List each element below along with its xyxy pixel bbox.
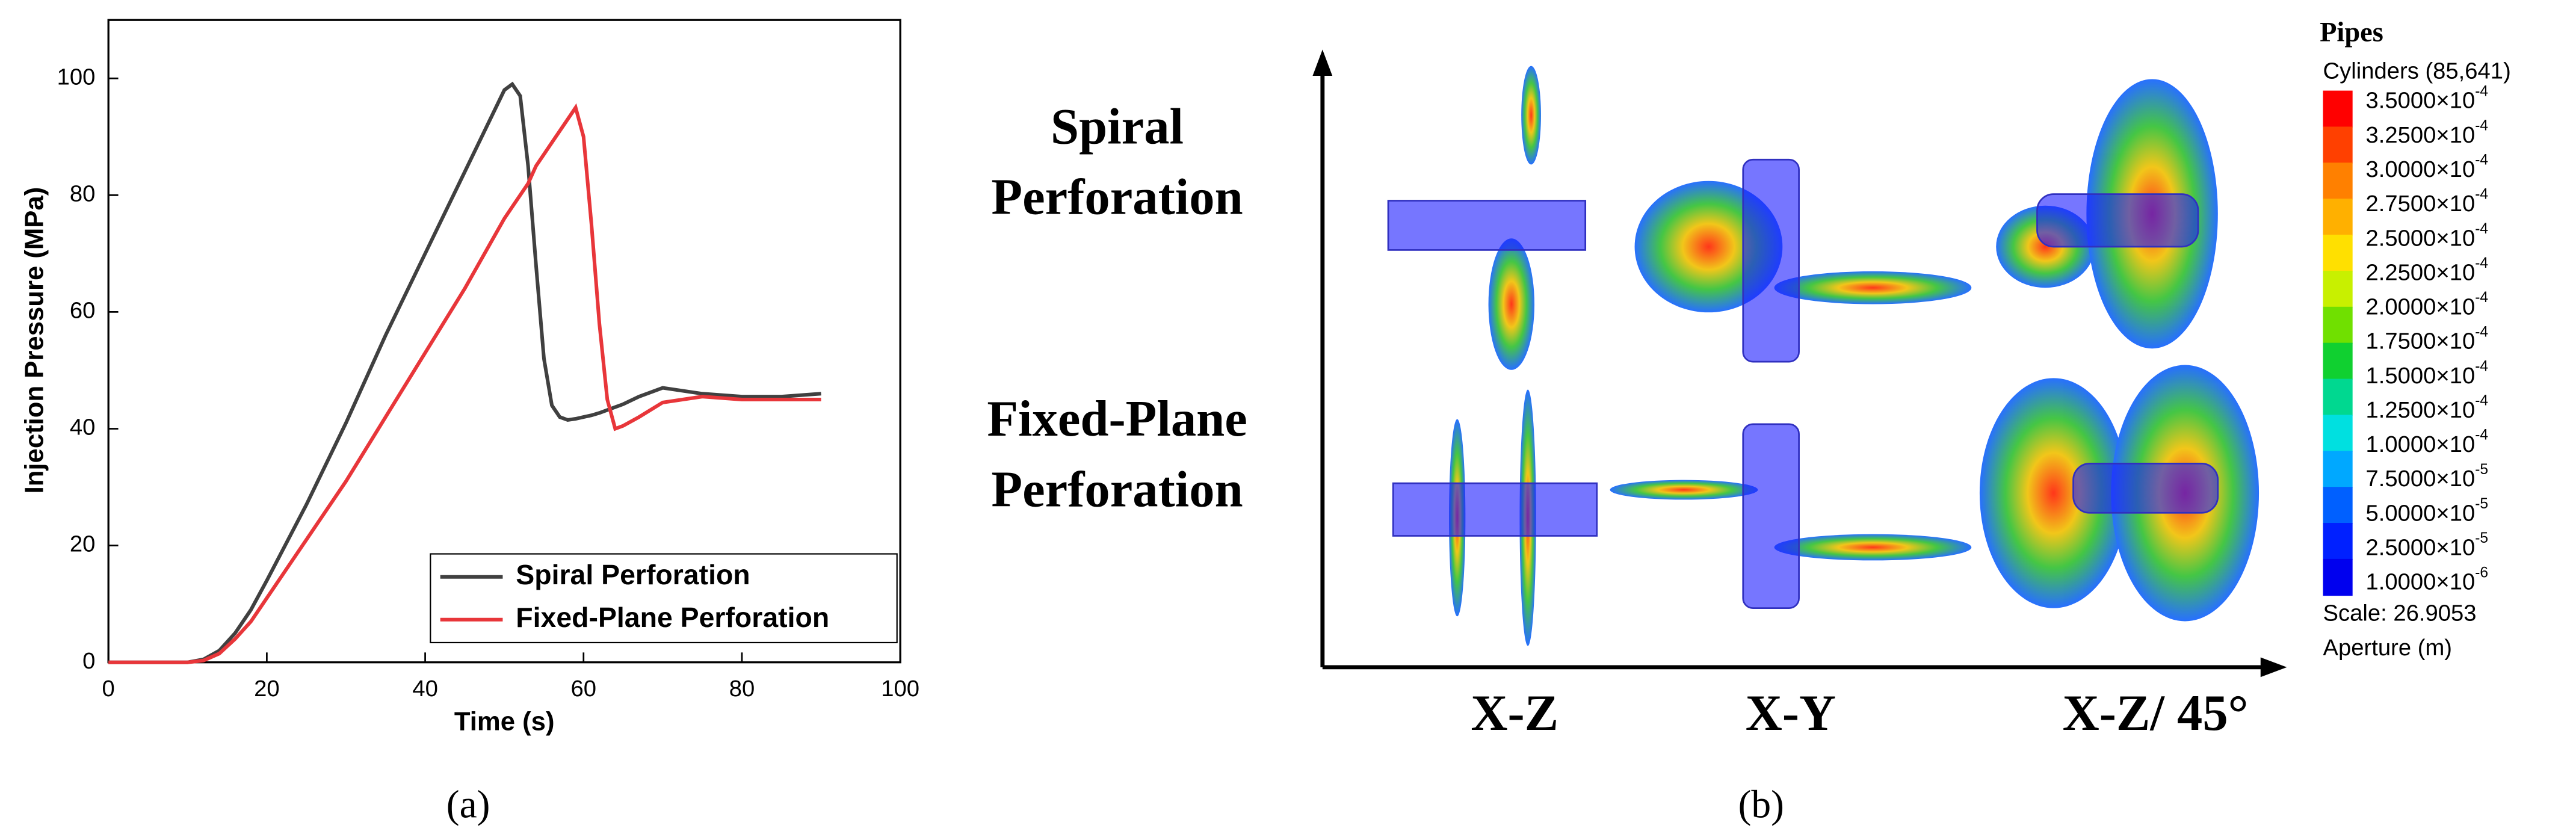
label-base: 2.5000×10 xyxy=(2366,535,2476,561)
colorbar-band xyxy=(2323,487,2353,524)
colorbar-label: 1.7500×10-4 xyxy=(2366,324,2489,354)
label-base: 1.5000×10 xyxy=(2366,363,2476,389)
label-exponent: -4 xyxy=(2475,84,2488,100)
colorbar-band xyxy=(2323,235,2353,272)
legend-title: Pipes xyxy=(2320,17,2383,48)
label-exponent: -4 xyxy=(2475,324,2488,341)
colorbar-label: 2.2500×10-4 xyxy=(2366,256,2489,286)
label-base: 1.0000×10 xyxy=(2366,431,2476,457)
colorbar-band xyxy=(2323,270,2353,308)
x-tick-label: 60 xyxy=(571,676,597,702)
arrow-head xyxy=(1312,49,1333,76)
label-base: 3.2500×10 xyxy=(2366,122,2476,148)
legend-label: Fixed-Plane Perforation xyxy=(516,602,829,633)
panel-b-axes xyxy=(1320,66,2267,670)
colorbar-label: 7.5000×10-5 xyxy=(2366,462,2489,492)
label-base: 3.5000×10 xyxy=(2366,88,2476,114)
unit-text: Aperture (m) xyxy=(2323,635,2453,661)
label-base: 2.0000×10 xyxy=(2366,294,2476,320)
y-tick-label: 40 xyxy=(70,415,96,440)
label-exponent: -4 xyxy=(2475,393,2488,409)
column-label: X-Z/ 45° xyxy=(2063,685,2249,741)
colorbar-label: 3.2500×10-4 xyxy=(2366,118,2489,148)
y-tick-label: 20 xyxy=(70,531,96,557)
label-exponent: -5 xyxy=(2475,496,2488,512)
label-exponent: -4 xyxy=(2475,152,2488,168)
colorbar-band xyxy=(2323,451,2353,488)
legend-box xyxy=(430,553,898,644)
label-exponent: -6 xyxy=(2475,565,2488,581)
scale-text: Scale: 26.9053 xyxy=(2323,601,2477,626)
x-tick-label: 40 xyxy=(412,676,438,702)
x-tick-label: 100 xyxy=(881,676,919,702)
label-base: 2.2500×10 xyxy=(2366,259,2476,285)
colorbar-band xyxy=(2323,378,2353,416)
colorbar-label: 1.5000×10-4 xyxy=(2366,359,2489,389)
y-tick-label: 100 xyxy=(57,64,96,90)
colorbar-band xyxy=(2323,90,2353,128)
plot-frame xyxy=(107,19,901,664)
column-label: X-Z xyxy=(1471,685,1558,741)
label-base: 1.7500×10 xyxy=(2366,329,2476,354)
x-axis-label: Time (s) xyxy=(454,706,555,736)
colorbar-label: 2.5000×10-5 xyxy=(2366,531,2489,561)
caption: (b) xyxy=(1738,783,1784,827)
y-tick-label: 0 xyxy=(82,648,95,674)
label-exponent: -4 xyxy=(2475,256,2488,272)
x-tick-label: 80 xyxy=(729,676,755,702)
colorbar-band xyxy=(2323,306,2353,344)
y-axis-label: Injection Pressure (MPa) xyxy=(20,187,49,494)
colorbar-label: 1.0000×10-4 xyxy=(2366,427,2489,457)
label-base: 2.5000×10 xyxy=(2366,225,2476,251)
colorbar-band xyxy=(2323,126,2353,164)
label-exponent: -4 xyxy=(2475,427,2488,443)
label-exponent: -4 xyxy=(2475,118,2488,134)
colorbar-band xyxy=(2323,199,2353,236)
label-exponent: -4 xyxy=(2475,187,2488,203)
label-exponent: -4 xyxy=(2475,221,2488,237)
label-exponent: -5 xyxy=(2475,462,2488,478)
label-base: 1.0000×10 xyxy=(2366,569,2476,595)
colorbar-band xyxy=(2323,415,2353,452)
colorbar-label: 3.5000×10-4 xyxy=(2366,84,2489,114)
colorbar-label: 2.7500×10-4 xyxy=(2366,187,2489,217)
colorbar-label: 3.0000×10-4 xyxy=(2366,152,2489,182)
colorbar-label: 2.5000×10-4 xyxy=(2366,221,2489,251)
label-exponent: -4 xyxy=(2475,290,2488,306)
y-tick-label: 80 xyxy=(70,181,96,206)
label-base: 3.0000×10 xyxy=(2366,156,2476,182)
colorbar-band xyxy=(2323,342,2353,380)
wellbore-cylinders xyxy=(1387,158,2219,609)
label-base: 2.7500×10 xyxy=(2366,191,2476,217)
colorbar-band xyxy=(2323,162,2353,200)
label-exponent: -5 xyxy=(2475,531,2488,547)
colorbar-label: 1.2500×10-4 xyxy=(2366,393,2489,423)
colorbar-band xyxy=(2323,523,2353,560)
row-label: Fixed-Plane xyxy=(987,391,1247,447)
colorbar-label: 2.0000×10-4 xyxy=(2366,290,2489,320)
label-base: 7.5000×10 xyxy=(2366,466,2476,492)
row-label: Perforation xyxy=(991,462,1243,518)
label-base: 5.0000×10 xyxy=(2366,500,2476,526)
fracture-images xyxy=(1449,66,2259,646)
y-tick-label: 60 xyxy=(70,298,96,324)
colorbar-label: 5.0000×10-5 xyxy=(2366,496,2489,526)
x-tick-label: 20 xyxy=(254,676,280,702)
x-tick-label: 0 xyxy=(102,676,115,702)
arrow-head xyxy=(2260,657,2287,678)
legend-subtitle: Cylinders (85,641) xyxy=(2323,58,2511,84)
label-exponent: -4 xyxy=(2475,359,2488,375)
row-label: Perforation xyxy=(991,170,1243,226)
series-line xyxy=(108,81,821,664)
row-label: Spiral xyxy=(1051,99,1184,155)
label-base: 1.2500×10 xyxy=(2366,397,2476,423)
column-label: X-Y xyxy=(1746,685,1836,741)
legend-label: Spiral Perforation xyxy=(516,559,750,590)
series-line xyxy=(108,103,821,664)
colorbar-label: 1.0000×10-6 xyxy=(2366,565,2489,595)
caption: (a) xyxy=(446,783,490,827)
colorbar-band xyxy=(2323,558,2353,596)
